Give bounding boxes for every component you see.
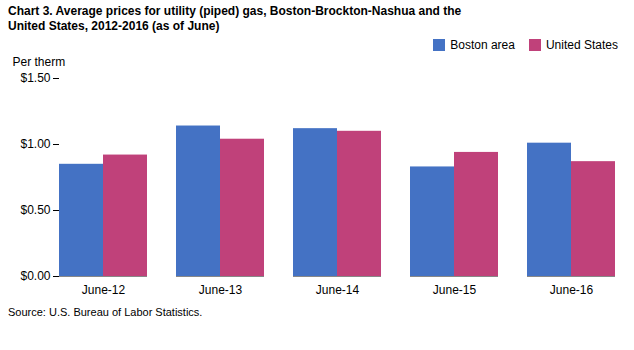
svg-text:June-16: June-16 bbox=[550, 283, 594, 297]
svg-text:June-14: June-14 bbox=[316, 283, 360, 297]
svg-text:June-12: June-12 bbox=[82, 283, 126, 297]
svg-text:$1.50: $1.50 bbox=[20, 71, 50, 85]
html-text:Source: U.S. Bureau of Labor S: Source: U.S. Bureau of Labor Statistics. bbox=[8, 306, 203, 318]
svg-text:$0.00: $0.00 bbox=[20, 269, 50, 283]
svg-text:June-15: June-15 bbox=[433, 283, 477, 297]
html-text:United States: United States bbox=[546, 38, 618, 52]
svg-text:June-13: June-13 bbox=[199, 283, 243, 297]
svg-text:$1.00: $1.00 bbox=[20, 137, 50, 151]
svg-text:$0.50: $0.50 bbox=[20, 203, 50, 217]
html-text:Chart 3. Average prices for ut: Chart 3. Average prices for utility (pip… bbox=[8, 4, 462, 33]
svg-text:Per therm: Per therm bbox=[13, 55, 66, 69]
html-text:Boston area: Boston area bbox=[450, 38, 515, 52]
